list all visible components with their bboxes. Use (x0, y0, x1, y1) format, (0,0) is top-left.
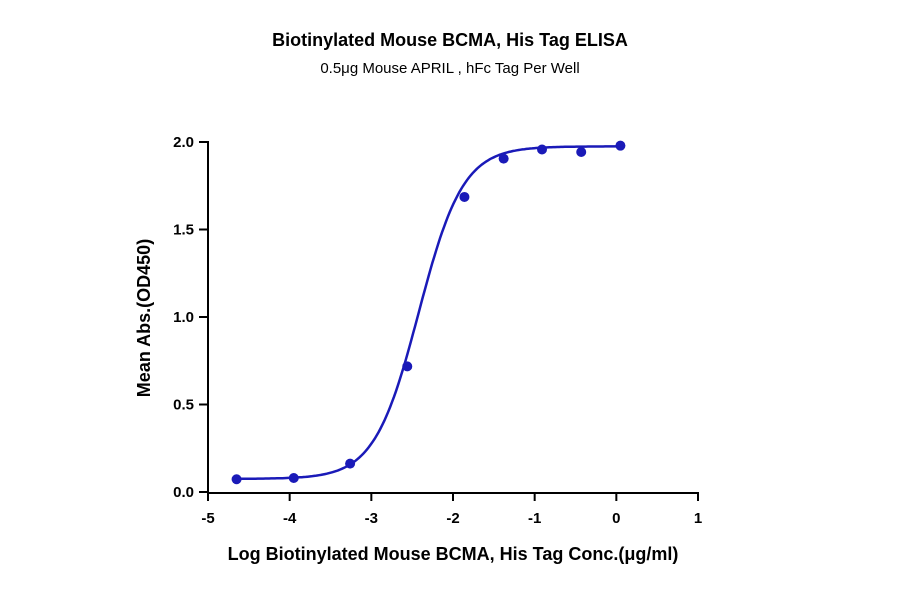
data-point (615, 140, 626, 151)
data-point (345, 458, 356, 469)
data-point (498, 153, 509, 164)
y-axis-label: Mean Abs.(OD450) (134, 239, 154, 397)
y-tick-label: 1.5 (173, 222, 194, 239)
x-tick-label: 1 (694, 510, 702, 527)
x-tick-label: 0 (612, 510, 620, 527)
y-tick-label: 1.0 (173, 309, 194, 326)
chart-title: Biotinylated Mouse BCMA, His Tag ELISA (272, 30, 628, 50)
axes: -5 -4 -3 -2 -1 0 1 0.0 0.5 1.0 1.5 2.0 (173, 134, 702, 527)
y-tick-label: 0.5 (173, 397, 194, 414)
data-point (459, 191, 470, 202)
data-point (537, 144, 548, 155)
x-tick-label: -1 (528, 510, 541, 527)
chart-subtitle: 0.5μg Mouse APRIL , hFc Tag Per Well (320, 60, 580, 77)
x-tick-label: -2 (446, 510, 459, 527)
data-point (402, 361, 413, 372)
data-points (231, 140, 626, 485)
data-point (288, 473, 299, 483)
data-point (576, 146, 587, 157)
y-tick-label: 2.0 (173, 134, 194, 151)
data-point (231, 474, 242, 485)
x-tick-label: -4 (283, 510, 297, 527)
fit-curve (236, 145, 621, 481)
x-tick-label: -5 (201, 510, 214, 527)
x-tick-label: -3 (365, 510, 378, 527)
x-axis-label: Log Biotinylated Mouse BCMA, His Tag Con… (228, 544, 679, 564)
y-tick-label: 0.0 (173, 484, 194, 501)
